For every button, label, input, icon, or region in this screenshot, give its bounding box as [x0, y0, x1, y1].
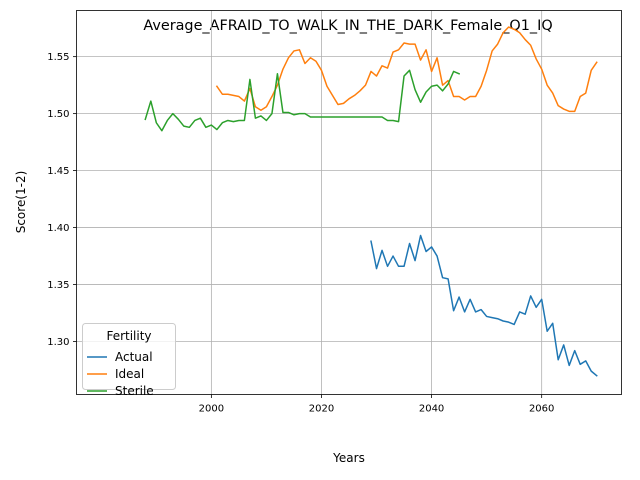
- legend-label-sterile: Sterile: [115, 384, 154, 398]
- y-axis-label: Score(1-2): [14, 171, 28, 234]
- x-tick-label: 2000: [199, 404, 224, 415]
- legend: Fertility Actual Ideal Sterile: [82, 323, 176, 398]
- series-line-actual: [370, 234, 598, 377]
- y-tick-label: 1.40: [47, 223, 69, 234]
- plot-frame: [76, 10, 622, 395]
- y-tick-label: 1.35: [47, 280, 69, 291]
- y-tick-label: 1.50: [47, 109, 69, 120]
- x-tick-label: 2060: [529, 404, 554, 415]
- series-line-ideal: [215, 26, 598, 113]
- grid-lines: [76, 10, 622, 395]
- series-line-sterile: [144, 69, 461, 132]
- x-tick-label: 2020: [309, 404, 334, 415]
- chart-title: Average_AFRAID_TO_WALK_IN_THE_DARK_Femal…: [143, 18, 552, 34]
- y-tick-label: 1.45: [47, 166, 69, 177]
- series-lines: [144, 26, 598, 377]
- legend-box: [82, 323, 176, 390]
- legend-title: Fertility: [106, 329, 151, 343]
- y-tick-label: 1.55: [47, 52, 69, 63]
- x-tick-label: 2040: [419, 404, 444, 415]
- legend-label-actual: Actual: [115, 350, 153, 364]
- x-axis-label: Years: [332, 451, 365, 465]
- legend-label-ideal: Ideal: [115, 367, 144, 381]
- y-tick-label: 1.30: [47, 337, 69, 348]
- axis-ticks: 2000 2020 2040 2060 1.30 1.35 1.40 1.45 1.50 1.55: [47, 52, 554, 414]
